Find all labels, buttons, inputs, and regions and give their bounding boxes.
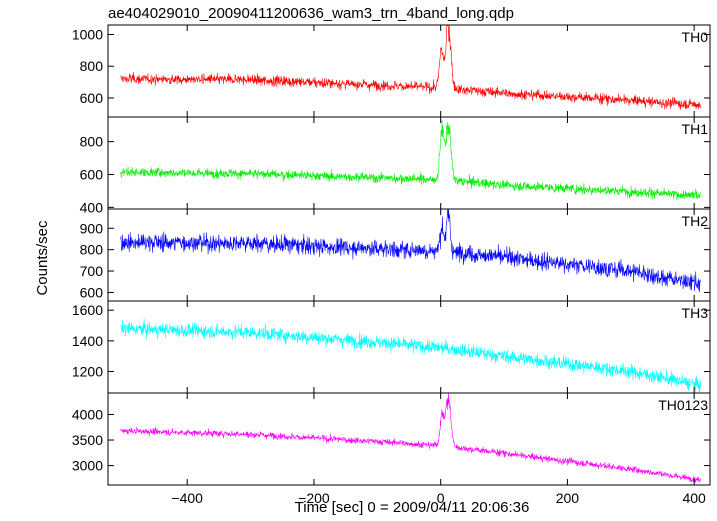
y-tick-label-th1-0: 400 bbox=[80, 199, 104, 215]
panel-label-th0123: TH0123 bbox=[658, 397, 708, 413]
panel-label-th3: TH3 bbox=[682, 305, 709, 321]
panel-label-th2: TH2 bbox=[682, 213, 709, 229]
panel-frame-th0123 bbox=[107, 392, 711, 486]
y-tick-label-th2-0: 600 bbox=[80, 284, 104, 300]
panel-frame-th0 bbox=[107, 24, 711, 118]
y-tick-label-th3-2: 1600 bbox=[72, 302, 103, 318]
y-tick-label-th1-1: 600 bbox=[80, 167, 104, 183]
series-line-th0 bbox=[120, 25, 701, 110]
y-tick-label-th2-1: 700 bbox=[80, 263, 104, 279]
panel-frame-th1 bbox=[107, 116, 711, 210]
y-tick-label-th1-2: 800 bbox=[80, 134, 104, 150]
x-tick-label-4: 400 bbox=[682, 490, 706, 506]
y-tick-label-th0-0: 600 bbox=[80, 90, 104, 106]
y-tick-label-th2-2: 800 bbox=[80, 242, 104, 258]
y-tick-label-th0123-0: 3000 bbox=[72, 458, 103, 474]
series-line-th3 bbox=[120, 318, 701, 393]
panel-label-th0: TH0 bbox=[682, 29, 709, 45]
y-tick-label-th2-3: 900 bbox=[80, 220, 104, 236]
series-line-th2 bbox=[120, 209, 701, 293]
panel-label-th1: TH1 bbox=[682, 121, 709, 137]
y-tick-label-th0-2: 1000 bbox=[72, 27, 103, 43]
x-tick-label-2: 0 bbox=[437, 490, 445, 506]
y-tick-label-th0123-1: 3500 bbox=[72, 432, 103, 448]
series-line-th0123 bbox=[120, 393, 701, 483]
y-axis-label: Counts/sec bbox=[34, 220, 51, 296]
y-tick-label-th0123-2: 4000 bbox=[72, 406, 103, 422]
figure-title: ae404029010_20090411200636_wam3_trn_4ban… bbox=[108, 5, 514, 22]
x-tick-label-0: −400 bbox=[171, 490, 203, 506]
series-line-th1 bbox=[120, 119, 701, 201]
y-tick-label-th0-1: 800 bbox=[80, 58, 104, 74]
x-tick-label-1: −200 bbox=[298, 490, 330, 506]
y-tick-label-th3-1: 1400 bbox=[72, 333, 103, 349]
x-tick-label-3: 200 bbox=[556, 490, 580, 506]
x-axis-label: Time [sec] 0 = 2009/04/11 20:06:36 bbox=[295, 499, 530, 516]
y-tick-label-th3-0: 1200 bbox=[72, 364, 103, 380]
panels-group: 600 800 1000 TH0 400 600 800 TH1 600 700 800 900 TH2… bbox=[72, 24, 711, 506]
